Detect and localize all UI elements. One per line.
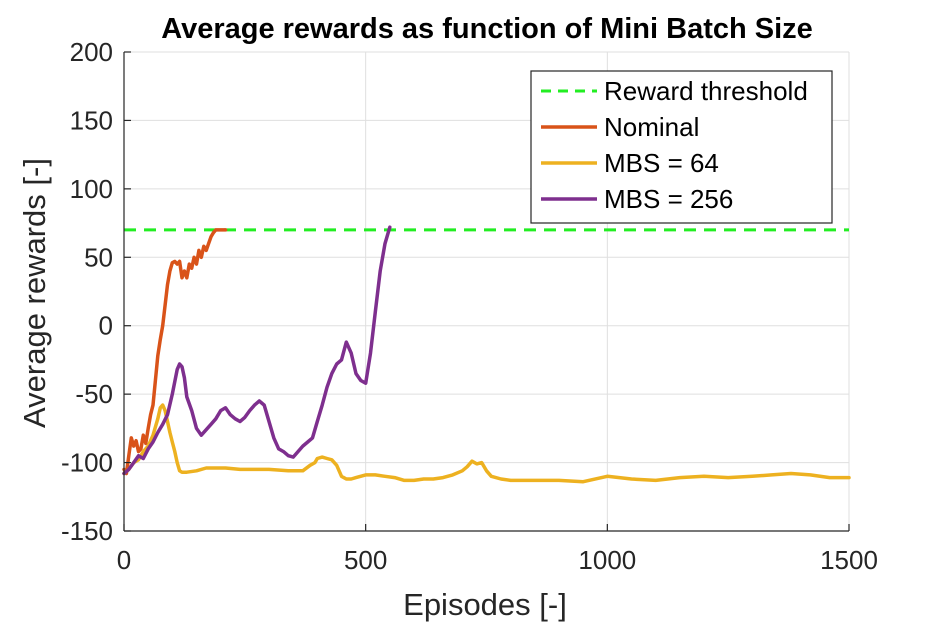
- legend: Reward threshold Nominal MBS = 64 MBS = 256: [530, 70, 833, 224]
- y-tick-label: 100: [70, 174, 113, 204]
- y-tick-label: 0: [99, 311, 113, 341]
- tick-labels: 0 500 1000 1500 -150 -100 -50 0 50 100 150 200: [61, 37, 878, 575]
- y-tick-label: -100: [61, 448, 113, 478]
- legend-label: Nominal: [604, 112, 699, 142]
- x-tick-label: 1500: [820, 545, 878, 575]
- x-tick-label: 1000: [578, 545, 636, 575]
- y-tick-label: -50: [75, 379, 113, 409]
- x-axis-label: Episodes [-]: [403, 587, 567, 622]
- series-layer: [122, 225, 851, 484]
- legend-label: MBS = 256: [604, 184, 733, 214]
- series-line-mbs-64: [122, 403, 851, 484]
- legend-label: Reward threshold: [604, 76, 808, 106]
- y-tick-label: 50: [84, 242, 113, 272]
- series-line-nominal: [122, 228, 228, 476]
- x-tick-label: 500: [344, 545, 387, 575]
- y-axis-label: Average rewards [-]: [17, 158, 52, 428]
- y-tick-label: 150: [70, 105, 113, 135]
- y-tick-label: 200: [70, 37, 113, 67]
- chart-title: Average rewards as function of Mini Batc…: [161, 13, 813, 45]
- legend-label: MBS = 64: [604, 148, 719, 178]
- x-tick-label: 0: [117, 545, 131, 575]
- y-tick-label: -150: [61, 516, 113, 546]
- axes: [123, 51, 850, 532]
- series-line-mbs-256: [122, 225, 392, 476]
